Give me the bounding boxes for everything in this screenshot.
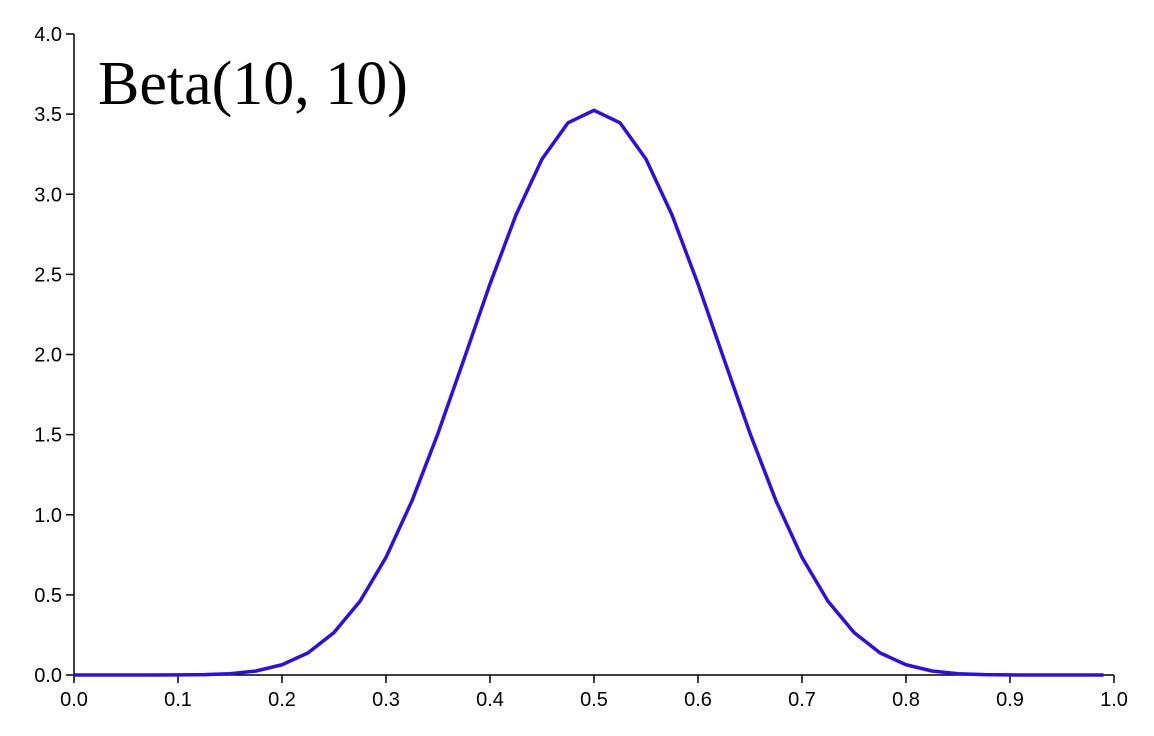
y-tick-label: 0.5 bbox=[34, 585, 62, 607]
x-tick-label: 0.7 bbox=[788, 689, 816, 711]
x-tick-label: 0.5 bbox=[580, 689, 608, 711]
y-tick-label: 2.0 bbox=[34, 345, 62, 367]
x-tick-label: 0.0 bbox=[60, 689, 88, 711]
y-tick-label: 4.0 bbox=[34, 24, 62, 46]
x-tick-label: 0.8 bbox=[892, 689, 920, 711]
y-tick-label: 2.5 bbox=[34, 264, 62, 286]
y-tick-label: 1.5 bbox=[34, 425, 62, 447]
x-tick-label: 0.2 bbox=[268, 689, 296, 711]
x-tick-label: 0.9 bbox=[996, 689, 1024, 711]
chart-title: Beta(10, 10) bbox=[98, 50, 408, 118]
x-tick-label: 0.6 bbox=[684, 689, 712, 711]
y-tick-label: 3.5 bbox=[34, 104, 62, 126]
line-series bbox=[74, 108, 1104, 677]
x-tick-label: 0.3 bbox=[372, 689, 400, 711]
y-tick-label: 3.0 bbox=[34, 184, 62, 206]
y-tick-label: 0.0 bbox=[34, 665, 62, 687]
y-tick-label: 1.0 bbox=[34, 505, 62, 527]
x-tick-label: 1.0 bbox=[1100, 689, 1128, 711]
x-tick-label: 0.4 bbox=[476, 689, 504, 711]
x-tick-label: 0.1 bbox=[164, 689, 192, 711]
